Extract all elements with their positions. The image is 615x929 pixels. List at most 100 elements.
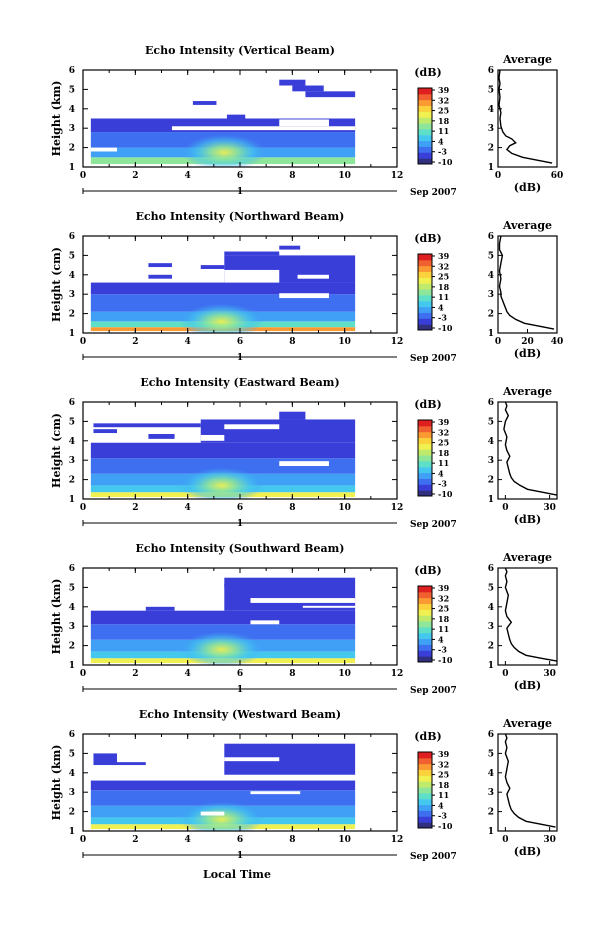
data-gap <box>90 147 118 152</box>
data-gap <box>200 434 225 441</box>
colorbar-swatch <box>418 644 432 651</box>
colorbar-swatch <box>418 111 432 118</box>
colorbar-swatch <box>418 466 432 474</box>
heatmap-cell <box>226 114 246 119</box>
y-tick-label: 5 <box>69 251 75 261</box>
y-tick-label: 6 <box>69 232 75 242</box>
y-tick-label: 1 <box>69 495 75 505</box>
average-x-tick-label: 60 <box>551 171 564 181</box>
day-label: 1 <box>237 685 243 695</box>
colorbar-unit: (dB) <box>414 66 441 79</box>
colorbar-tick-label: 32 <box>438 261 449 271</box>
colorbar-unit: (dB) <box>414 730 441 743</box>
average-y-tick-label: 1 <box>488 827 494 837</box>
x-tick-label: 2 <box>132 171 138 181</box>
shared-x-label: Local Time <box>203 868 271 881</box>
y-axis-label: Height (km) <box>50 81 63 157</box>
x-tick-label: 10 <box>338 171 351 181</box>
average-y-tick-label: 3 <box>488 456 494 466</box>
x-tick-label: 0 <box>80 669 86 679</box>
y-tick-label: 1 <box>69 661 75 671</box>
day-label: 1 <box>237 851 243 861</box>
colorbar-swatch <box>418 306 432 313</box>
average-y-tick-label: 3 <box>488 788 494 798</box>
colorbar-swatch <box>418 591 432 599</box>
average-x-label: (dB) <box>514 679 541 692</box>
panel-title: Echo Intensity (Southward Beam) <box>136 542 345 555</box>
x-tick-label: 10 <box>338 337 351 347</box>
heatmap-cell <box>148 274 172 279</box>
colorbar-tick-label: 11 <box>438 458 449 468</box>
colorbar-swatch <box>418 140 432 147</box>
average-y-tick-label: 4 <box>488 437 494 447</box>
data-gap <box>279 293 329 299</box>
y-tick-label: 5 <box>69 583 75 593</box>
y-tick-label: 1 <box>69 329 75 339</box>
colorbar-tick-label: 18 <box>438 780 450 790</box>
y-tick-label: 4 <box>69 603 75 613</box>
colorbar-tick-label: 39 <box>438 417 450 427</box>
colorbar-swatch <box>418 478 432 485</box>
average-x-tick-label: 20 <box>521 337 534 347</box>
average-y-tick-label: 2 <box>488 808 494 818</box>
average-y-tick-label: 2 <box>488 642 494 652</box>
colorbar-tick-label: 11 <box>438 790 449 800</box>
heatmap-maximum <box>179 303 264 333</box>
colorbar-tick-label: -10 <box>438 323 453 333</box>
panel-1: Echo Intensity (Northward Beam)0 2 4 6 8 10 12… <box>50 210 563 364</box>
heatmap-cell <box>90 790 356 806</box>
y-tick-label: 1 <box>69 827 75 837</box>
y-tick-label: 3 <box>69 290 75 300</box>
colorbar-swatch <box>418 420 432 427</box>
colorbar-swatch <box>418 455 432 462</box>
heatmap-cell <box>279 411 306 420</box>
heatmap-cell <box>224 251 280 256</box>
colorbar-unit: (dB) <box>414 564 441 577</box>
colorbar-frame <box>417 419 433 497</box>
colorbar-swatch <box>418 300 432 308</box>
colorbar-swatch <box>418 792 432 800</box>
colorbar-tick-label: -10 <box>438 489 453 499</box>
average-frame <box>497 401 558 500</box>
average-y-tick-label: 5 <box>488 85 494 95</box>
heatmap-cell <box>90 442 356 459</box>
average-title: Average <box>502 551 552 564</box>
average-y-tick-label: 2 <box>488 476 494 486</box>
average-y-tick-label: 5 <box>488 417 494 427</box>
heatmap-cell <box>90 780 356 791</box>
data-gap <box>297 274 329 279</box>
data-gap <box>302 605 356 608</box>
date-label: Sep 2007 <box>410 520 457 530</box>
colorbar-swatch <box>418 656 432 663</box>
average-frame <box>497 235 558 334</box>
x-tick-label: 12 <box>391 171 404 181</box>
heatmap-cell <box>279 245 301 250</box>
colorbar-swatch <box>418 99 432 107</box>
average-y-tick-label: 4 <box>488 769 494 779</box>
colorbar-tick-label: 25 <box>438 604 449 614</box>
y-tick-label: 2 <box>69 310 75 320</box>
colorbar-swatch <box>418 816 432 823</box>
panel-title: Echo Intensity (Vertical Beam) <box>145 44 335 57</box>
x-tick-label: 10 <box>338 503 351 513</box>
colorbar-frame <box>417 87 433 165</box>
x-tick-label: 8 <box>289 503 295 513</box>
colorbar-tick-label: 32 <box>438 593 449 603</box>
average-x-label: (dB) <box>514 181 541 194</box>
colorbar-swatch <box>418 615 432 622</box>
average-y-tick-label: 5 <box>488 251 494 261</box>
x-tick-label: 6 <box>237 669 243 679</box>
average-x-tick-label: 0 <box>502 503 508 513</box>
colorbar-tick-label: 25 <box>438 438 449 448</box>
colorbar-swatch <box>418 798 432 806</box>
colorbar-swatch <box>418 787 432 794</box>
colorbar-swatch <box>418 271 432 278</box>
x-tick-label: 0 <box>80 171 86 181</box>
x-tick-label: 2 <box>132 337 138 347</box>
average-y-tick-label: 3 <box>488 124 494 134</box>
data-gap <box>224 424 280 430</box>
average-y-tick-label: 6 <box>488 398 494 408</box>
y-tick-label: 6 <box>69 730 75 740</box>
average-profile-line <box>504 567 558 662</box>
average-profile-line <box>498 69 553 164</box>
